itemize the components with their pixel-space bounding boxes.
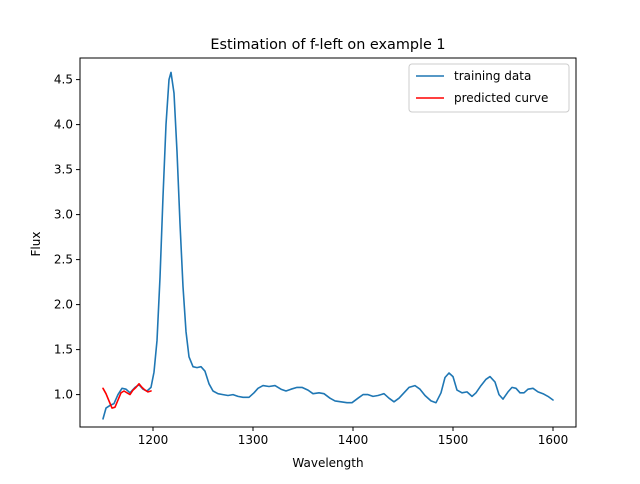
y-tick-label: 4.5 xyxy=(54,73,73,87)
y-axis-label: Flux xyxy=(29,232,43,257)
y-tick-label: 1.5 xyxy=(54,343,73,357)
chart-title: Estimation of f-left on example 1 xyxy=(210,37,445,53)
legend-label-predicted-curve: predicted curve xyxy=(454,91,548,105)
y-tick-label: 2.0 xyxy=(54,298,73,312)
x-axis-label: Wavelength xyxy=(292,456,363,470)
y-tick-label: 1.0 xyxy=(54,388,73,402)
x-tick-label: 1500 xyxy=(438,433,469,447)
y-tick-label: 2.5 xyxy=(54,253,73,267)
legend-label-training-data: training data xyxy=(454,69,531,83)
series-line-predicted-curve xyxy=(102,383,152,409)
x-tick-label: 1600 xyxy=(538,433,569,447)
legend: training data predicted curve xyxy=(408,63,570,113)
x-tick-label: 1200 xyxy=(138,433,169,447)
x-tick-label: 1400 xyxy=(338,433,369,447)
tick-marks-and-labels: 1200 1300 1400 1500 1600 1.0 1.5 2.0 2.5 3.0 3.5 4.… xyxy=(54,73,568,447)
x-tick-label: 1300 xyxy=(238,433,269,447)
y-tick-label: 3.5 xyxy=(54,163,73,177)
series-lines xyxy=(102,71,554,420)
y-tick-label: 3.0 xyxy=(54,208,73,222)
axes xyxy=(79,57,577,428)
legend-box xyxy=(408,63,570,113)
series-line-training-data xyxy=(102,71,554,420)
y-tick-label: 4.0 xyxy=(54,118,73,132)
